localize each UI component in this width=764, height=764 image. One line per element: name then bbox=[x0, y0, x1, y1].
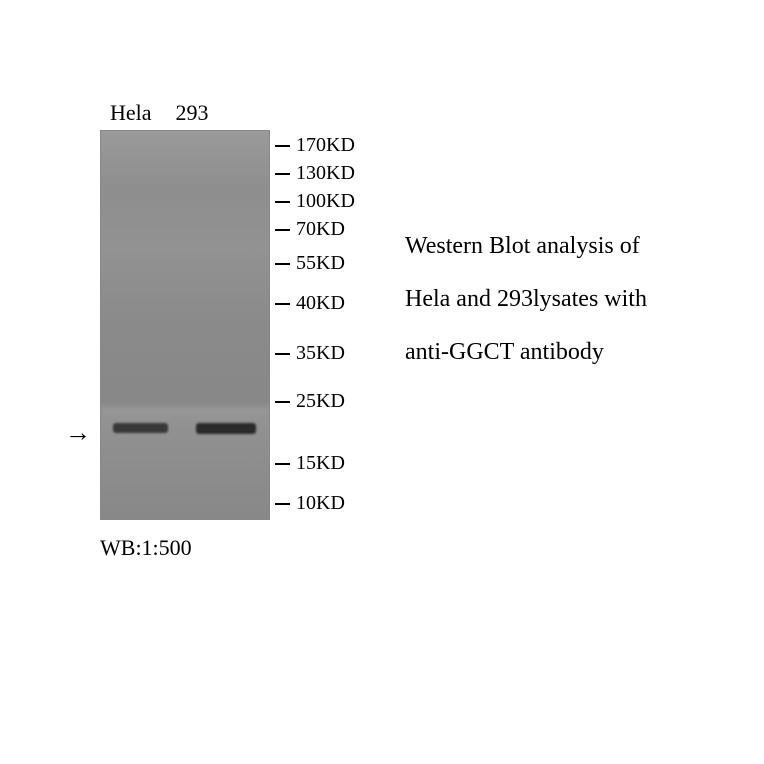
tick-icon bbox=[275, 229, 290, 231]
lane-label-2: 293 bbox=[176, 100, 209, 126]
tick-icon bbox=[275, 503, 290, 505]
lane-labels: Hela 293 bbox=[110, 100, 209, 126]
marker-text: 25KD bbox=[296, 390, 345, 412]
marker-70: 70KD bbox=[275, 218, 345, 241]
marker-35: 35KD bbox=[275, 342, 345, 365]
wb-dilution-label: WB:1:500 bbox=[100, 535, 192, 561]
marker-10: 10KD bbox=[275, 492, 345, 515]
band-lane-2 bbox=[196, 423, 256, 434]
marker-100: 100KD bbox=[275, 190, 355, 213]
description-line-2: Hela and 293lysates with bbox=[405, 273, 764, 326]
tick-icon bbox=[275, 173, 290, 175]
marker-text: 130KD bbox=[296, 162, 355, 184]
tick-icon bbox=[275, 263, 290, 265]
marker-text: 40KD bbox=[296, 292, 345, 314]
marker-text: 35KD bbox=[296, 342, 345, 364]
marker-text: 15KD bbox=[296, 452, 345, 474]
marker-55: 55KD bbox=[275, 252, 345, 275]
marker-text: 100KD bbox=[296, 190, 355, 212]
tick-icon bbox=[275, 463, 290, 465]
band-lane-1 bbox=[113, 423, 168, 433]
tick-icon bbox=[275, 201, 290, 203]
tick-icon bbox=[275, 401, 290, 403]
marker-170: 170KD bbox=[275, 134, 355, 157]
marker-40: 40KD bbox=[275, 292, 345, 315]
arrow-indicator: → bbox=[65, 418, 91, 448]
description-line-1: Western Blot analysis of bbox=[405, 220, 764, 273]
description-line-3: anti-GGCT antibody bbox=[405, 326, 764, 379]
marker-text: 55KD bbox=[296, 252, 345, 274]
blot-image bbox=[100, 130, 270, 520]
marker-text: 170KD bbox=[296, 134, 355, 156]
description-text: Western Blot analysis of Hela and 293lys… bbox=[405, 220, 764, 378]
figure-container: Hela 293 → 170KD 130KD 100KD 70KD 55KD 4… bbox=[40, 100, 740, 660]
tick-icon bbox=[275, 303, 290, 305]
lane-label-1: Hela bbox=[110, 100, 152, 126]
tick-icon bbox=[275, 145, 290, 147]
marker-text: 70KD bbox=[296, 218, 345, 240]
marker-130: 130KD bbox=[275, 162, 355, 185]
marker-15: 15KD bbox=[275, 452, 345, 475]
blot-section: Hela 293 → 170KD 130KD 100KD 70KD 55KD 4… bbox=[40, 100, 370, 660]
marker-text: 10KD bbox=[296, 492, 345, 514]
marker-25: 25KD bbox=[275, 390, 345, 413]
tick-icon bbox=[275, 353, 290, 355]
